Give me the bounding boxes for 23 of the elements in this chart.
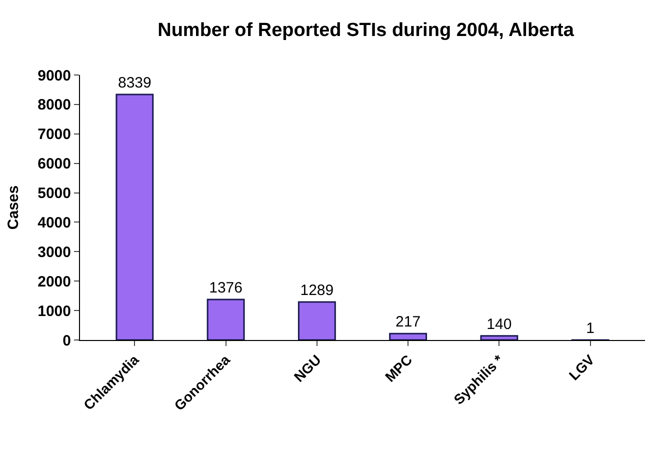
data-label: 1 — [586, 320, 594, 337]
y-tick-label: 1000 — [38, 302, 71, 320]
y-tick-label: 3000 — [38, 244, 71, 261]
bar — [206, 298, 245, 340]
chart-title: Number of Reported STIs during 2004, Alberta — [158, 20, 574, 41]
y-tick-label: 4000 — [38, 214, 71, 232]
bar — [480, 335, 518, 340]
bar — [298, 301, 336, 340]
y-tick-label: 9000 — [38, 67, 71, 84]
bar — [116, 94, 154, 340]
y-axis-title: Cases — [4, 185, 22, 230]
data-label: 1376 — [209, 279, 242, 296]
y-tick-label: 8000 — [38, 96, 71, 114]
y-tick-label: 6000 — [38, 156, 71, 173]
y-tick-label: 2000 — [38, 273, 71, 290]
data-label: 217 — [396, 314, 421, 331]
data-label: 140 — [486, 316, 512, 333]
bar — [389, 332, 428, 340]
data-label: 8339 — [118, 74, 152, 92]
data-label: 1289 — [300, 282, 334, 300]
y-tick-label: 0 — [62, 332, 71, 350]
y-tick-label: 5000 — [38, 185, 71, 202]
y-tick-label: 7000 — [38, 126, 71, 144]
